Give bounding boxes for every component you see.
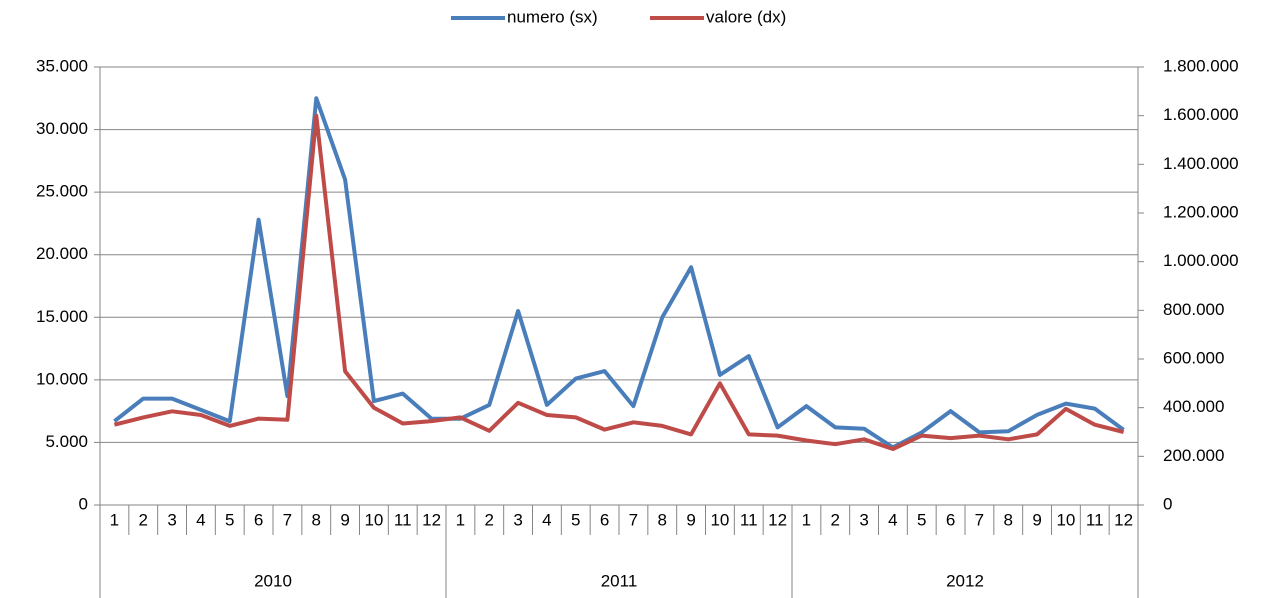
x-tick-label: 11 (740, 510, 758, 529)
series-line (113, 113, 1125, 451)
y2-tick-label: 1.200.000 (1163, 202, 1239, 221)
y-tick-label: 5.000 (45, 432, 88, 451)
x-tick-label: 8 (312, 510, 321, 529)
x-tick-label: 10 (364, 510, 383, 529)
x-tick-label: 10 (1056, 510, 1075, 529)
y2-tick-label: 400.000 (1163, 397, 1224, 416)
x-tick-label: 11 (1086, 510, 1104, 529)
x-tick-label: 2 (831, 510, 840, 529)
y2-tick-label: 200.000 (1163, 446, 1224, 465)
x-tick-label: 6 (254, 510, 263, 529)
x-tick-label: 3 (167, 510, 176, 529)
y-tick-label: 30.000 (36, 119, 88, 138)
y-tick-label: 35.000 (36, 56, 88, 75)
x-tick-label: 9 (686, 510, 695, 529)
y2-tick-label: 0 (1163, 494, 1172, 513)
x-tick-label: 4 (888, 510, 897, 529)
x-tick-label: 8 (658, 510, 667, 529)
x-tick-label: 4 (542, 510, 551, 529)
x-tick-label: 6 (946, 510, 955, 529)
legend-label: valore (dx) (706, 7, 786, 26)
x-tick-label: 8 (1004, 510, 1013, 529)
y2-tick-label: 600.000 (1163, 348, 1224, 367)
x-tick-label: 1 (456, 510, 465, 529)
y2-tick-label: 1.800.000 (1163, 56, 1239, 75)
x-tick-label: 12 (768, 510, 787, 529)
x-tick-label: 2 (139, 510, 148, 529)
x-tick-label: 7 (283, 510, 292, 529)
x-tick-label: 7 (629, 510, 638, 529)
x-tick-label: 3 (859, 510, 868, 529)
x-tick-label: 5 (917, 510, 926, 529)
y2-tick-label: 1.600.000 (1163, 105, 1239, 124)
x-tick-label: 5 (225, 510, 234, 529)
y-tick-label: 25.000 (36, 182, 88, 201)
y-tick-label: 20.000 (36, 244, 88, 263)
x-tick-label: 10 (710, 510, 729, 529)
y-tick-label: 15.000 (36, 307, 88, 326)
y2-tick-label: 800.000 (1163, 300, 1224, 319)
x-tick-label: 9 (1032, 510, 1041, 529)
x-tick-label: 4 (196, 510, 205, 529)
group-label: 2011 (601, 571, 638, 590)
y-tick-label: 0 (79, 494, 88, 513)
y-tick-label: 10.000 (36, 369, 88, 388)
x-tick-label: 1 (802, 510, 811, 529)
legend-label: numero (sx) (507, 7, 598, 26)
x-tick-label: 9 (340, 510, 349, 529)
y2-tick-label: 1.400.000 (1163, 154, 1239, 173)
y2-tick-label: 1.000.000 (1163, 251, 1239, 270)
group-label: 2010 (254, 571, 292, 590)
x-tick-label: 7 (975, 510, 984, 529)
x-tick-label: 5 (571, 510, 580, 529)
group-label: 2012 (946, 571, 984, 590)
x-tick-label: 12 (1114, 510, 1133, 529)
series-line (113, 96, 1125, 450)
x-tick-label: 3 (513, 510, 522, 529)
x-tick-label: 2 (485, 510, 494, 529)
x-tick-label: 6 (600, 510, 609, 529)
x-tick-label: 1 (110, 510, 119, 529)
x-tick-label: 11 (394, 510, 412, 529)
x-tick-label: 12 (422, 510, 441, 529)
